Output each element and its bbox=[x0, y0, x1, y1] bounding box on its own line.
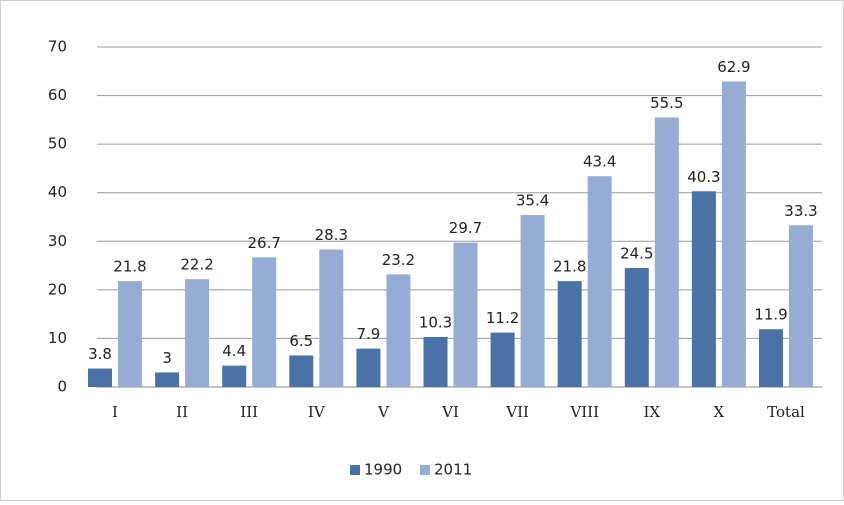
y-tick-label: 50 bbox=[48, 135, 67, 153]
value-label: 3 bbox=[162, 349, 172, 367]
y-tick-label: 60 bbox=[48, 86, 67, 104]
bar bbox=[423, 336, 448, 387]
bar bbox=[520, 215, 545, 387]
x-tick-label: VI bbox=[441, 403, 459, 421]
x-tick-label: II bbox=[176, 403, 188, 421]
value-label: 21.8 bbox=[553, 258, 586, 276]
bar bbox=[789, 225, 813, 387]
bar bbox=[289, 355, 314, 387]
y-tick-label: 40 bbox=[48, 183, 67, 201]
bar bbox=[185, 279, 210, 387]
value-label: 7.9 bbox=[356, 325, 380, 343]
value-label: 29.7 bbox=[449, 219, 482, 237]
value-label: 22.2 bbox=[180, 256, 213, 274]
bar bbox=[453, 242, 478, 387]
y-tick-label: 70 bbox=[48, 38, 67, 56]
value-label: 23.2 bbox=[382, 251, 415, 269]
x-tick-label: VII bbox=[505, 403, 529, 421]
x-tick-label: I bbox=[112, 403, 118, 421]
value-label: 3.8 bbox=[88, 345, 112, 363]
y-tick-label: 20 bbox=[48, 280, 67, 298]
value-label: 55.5 bbox=[650, 94, 683, 112]
legend-label: 2011 bbox=[434, 461, 472, 479]
y-tick-label: 10 bbox=[48, 329, 67, 347]
legend-label: 1990 bbox=[364, 461, 402, 479]
value-label: 6.5 bbox=[289, 332, 313, 350]
bar bbox=[356, 348, 381, 387]
bar bbox=[557, 281, 582, 387]
legend-swatch bbox=[350, 465, 360, 475]
y-tick-label: 30 bbox=[48, 232, 67, 250]
bar bbox=[155, 372, 180, 387]
x-tick-label: Total bbox=[767, 403, 805, 421]
value-label: 26.7 bbox=[247, 234, 280, 252]
bar bbox=[252, 257, 277, 387]
value-label: 21.8 bbox=[113, 258, 146, 276]
bar bbox=[490, 332, 515, 387]
x-tick-label: VIII bbox=[569, 403, 599, 421]
value-label: 35.4 bbox=[516, 192, 549, 210]
value-label: 62.9 bbox=[717, 58, 750, 76]
bar bbox=[88, 368, 112, 387]
bar bbox=[319, 249, 344, 387]
legend-swatch bbox=[420, 465, 430, 475]
value-label: 10.3 bbox=[419, 313, 452, 331]
value-label: 40.3 bbox=[687, 168, 720, 186]
value-label: 33.3 bbox=[784, 202, 817, 220]
bar bbox=[624, 268, 649, 387]
x-tick-label: V bbox=[377, 403, 390, 421]
x-tick-label: IX bbox=[643, 403, 660, 421]
bar bbox=[386, 274, 411, 387]
value-label: 28.3 bbox=[315, 226, 348, 244]
bar bbox=[587, 176, 612, 387]
value-label: 11.9 bbox=[754, 306, 787, 324]
x-tick-label: X bbox=[714, 403, 725, 421]
value-label: 43.4 bbox=[583, 153, 616, 171]
value-label: 24.5 bbox=[620, 245, 653, 263]
x-tick-label: III bbox=[240, 403, 258, 421]
y-tick-label: 0 bbox=[57, 378, 67, 396]
value-label: 11.2 bbox=[486, 309, 519, 327]
bar bbox=[222, 365, 247, 387]
bar bbox=[691, 191, 716, 387]
value-label: 4.4 bbox=[222, 342, 246, 360]
bar bbox=[654, 117, 679, 387]
bar bbox=[118, 281, 142, 387]
bar bbox=[721, 81, 746, 387]
x-tick-label: IV bbox=[308, 403, 326, 421]
bar bbox=[759, 329, 783, 387]
